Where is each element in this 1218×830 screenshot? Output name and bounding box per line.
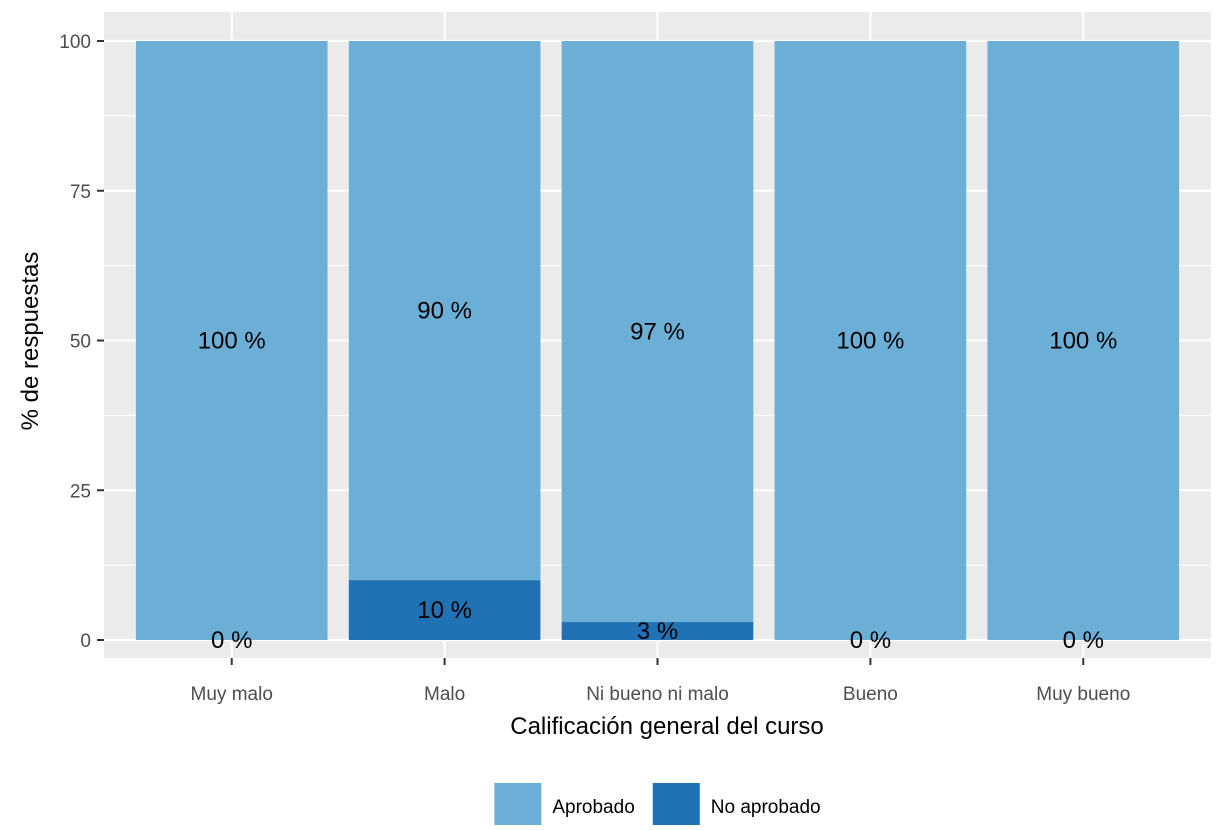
x-tick-label: Muy malo bbox=[191, 684, 273, 705]
y-tick-label: 50 bbox=[70, 332, 91, 353]
bar-aprobado bbox=[348, 41, 541, 581]
bar-aprobado bbox=[135, 41, 328, 640]
x-axis-title: Calificación general del curso bbox=[510, 713, 824, 740]
bar-no-aprobado bbox=[561, 622, 754, 640]
legend: Aprobado No aprobado bbox=[494, 783, 821, 829]
bar-aprobado bbox=[987, 41, 1180, 640]
bar-value-label: 10 % bbox=[417, 597, 472, 624]
bar-value-label: 0 % bbox=[211, 627, 252, 654]
legend-key-aprobado bbox=[494, 783, 542, 829]
bar-value-label: 0 % bbox=[1063, 627, 1104, 654]
bar-value-label: 100 % bbox=[198, 328, 266, 355]
bar-aprobado bbox=[561, 41, 754, 623]
x-tick-label: Muy bueno bbox=[1036, 684, 1130, 705]
bar-value-label: 100 % bbox=[1049, 328, 1117, 355]
bar-value-label: 97 % bbox=[630, 319, 685, 346]
bar-value-label: 100 % bbox=[836, 328, 904, 355]
y-tick-label: 0 bbox=[80, 631, 91, 652]
x-tick-label: Bueno bbox=[843, 684, 898, 705]
legend-label: No aprobado bbox=[711, 797, 821, 818]
y-tick-label: 100 bbox=[59, 32, 91, 53]
y-axis-title: % de respuestas bbox=[17, 252, 44, 431]
x-tick-label: Malo bbox=[424, 684, 465, 705]
x-axis: Muy malo Malo Ni bueno ni malo Bueno Muy bue… bbox=[191, 658, 1130, 705]
y-axis: 0 25 50 75 100 bbox=[59, 32, 104, 652]
legend-key-no-aprobado bbox=[652, 783, 700, 829]
bar-labels: 0 % 100 % 10 % 90 % 3 % 97 % 0 % 100 % 0 % 100 % bbox=[198, 298, 1118, 654]
bar-value-label: 90 % bbox=[417, 298, 472, 325]
legend-label: Aprobado bbox=[552, 797, 634, 818]
bar-aprobado bbox=[774, 41, 967, 640]
bar-value-label: 3 % bbox=[637, 618, 678, 645]
y-tick-label: 75 bbox=[70, 182, 91, 203]
y-tick-label: 25 bbox=[70, 481, 91, 502]
x-tick-label: Ni bueno ni malo bbox=[586, 684, 729, 705]
bar-no-aprobado bbox=[348, 580, 541, 640]
bar-value-label: 0 % bbox=[850, 627, 891, 654]
bars bbox=[135, 41, 1180, 640]
